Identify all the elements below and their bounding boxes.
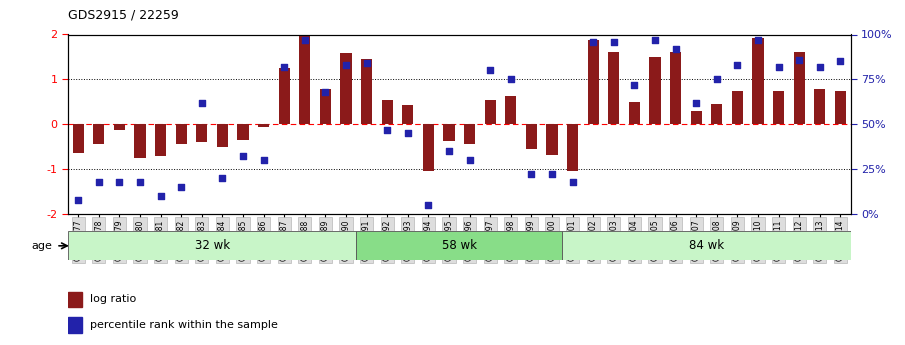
Point <box>462 157 477 163</box>
Bar <box>526 124 537 149</box>
Point <box>545 172 559 177</box>
Text: log ratio: log ratio <box>90 294 136 304</box>
Bar <box>629 102 640 124</box>
Bar <box>300 36 310 124</box>
Bar <box>732 90 743 124</box>
Bar <box>258 124 270 127</box>
Text: 58 wk: 58 wk <box>442 239 477 252</box>
Point <box>338 62 353 68</box>
Text: GDS2915 / 22259: GDS2915 / 22259 <box>68 9 178 22</box>
Bar <box>340 53 352 124</box>
Point <box>586 39 600 45</box>
Point <box>813 64 827 70</box>
Bar <box>357 231 562 260</box>
Point <box>689 100 703 106</box>
Point <box>235 154 250 159</box>
Bar <box>382 99 393 124</box>
Bar <box>68 317 82 333</box>
Bar <box>134 124 146 158</box>
Bar <box>72 124 84 153</box>
Point <box>91 179 106 184</box>
Bar <box>319 89 331 124</box>
Bar <box>711 104 722 124</box>
Bar <box>196 124 207 142</box>
Bar <box>443 124 454 141</box>
Point <box>421 202 435 208</box>
Bar <box>608 51 619 124</box>
Point <box>195 100 209 106</box>
Bar <box>402 105 414 124</box>
Bar <box>114 124 125 130</box>
Point <box>503 77 518 82</box>
Bar <box>691 111 702 124</box>
Bar <box>176 124 186 144</box>
Point <box>277 64 291 70</box>
Bar <box>670 52 681 124</box>
Point <box>215 175 230 181</box>
Point <box>153 193 167 199</box>
Bar <box>773 90 785 124</box>
Point <box>606 39 621 45</box>
Point <box>359 60 374 66</box>
Text: 32 wk: 32 wk <box>195 239 230 252</box>
Bar <box>279 68 290 124</box>
Bar <box>587 40 599 124</box>
Text: age: age <box>32 241 52 251</box>
Text: 84 wk: 84 wk <box>689 239 724 252</box>
Bar <box>505 96 517 124</box>
Bar <box>794 52 805 124</box>
Point <box>710 77 724 82</box>
Point <box>442 148 456 154</box>
Point <box>401 130 415 136</box>
Bar <box>361 59 372 124</box>
Bar <box>547 124 557 155</box>
Point <box>380 127 395 132</box>
Point <box>566 179 580 184</box>
Bar <box>484 99 496 124</box>
Bar <box>752 38 764 124</box>
Point <box>627 82 642 88</box>
Point <box>751 37 766 43</box>
Bar <box>155 124 167 156</box>
Point <box>771 64 786 70</box>
Point <box>256 157 271 163</box>
Bar <box>237 124 249 140</box>
Point <box>71 197 85 202</box>
Bar <box>649 57 661 124</box>
Point <box>524 172 538 177</box>
Bar <box>68 292 82 307</box>
Bar <box>562 231 851 260</box>
Text: percentile rank within the sample: percentile rank within the sample <box>90 320 278 330</box>
Point <box>730 62 745 68</box>
Point <box>648 37 662 43</box>
Point <box>669 46 683 52</box>
Point <box>792 57 806 62</box>
Bar <box>216 124 228 147</box>
Point <box>174 184 188 190</box>
Bar <box>834 90 846 124</box>
Bar <box>814 89 825 124</box>
Bar <box>93 124 104 144</box>
Point <box>319 89 333 95</box>
Point <box>298 37 312 43</box>
Point <box>133 179 148 184</box>
Point <box>834 59 848 64</box>
Bar <box>68 231 357 260</box>
Point <box>112 179 127 184</box>
Bar <box>567 124 578 171</box>
Bar <box>423 124 434 171</box>
Bar <box>464 124 475 144</box>
Point <box>483 68 498 73</box>
